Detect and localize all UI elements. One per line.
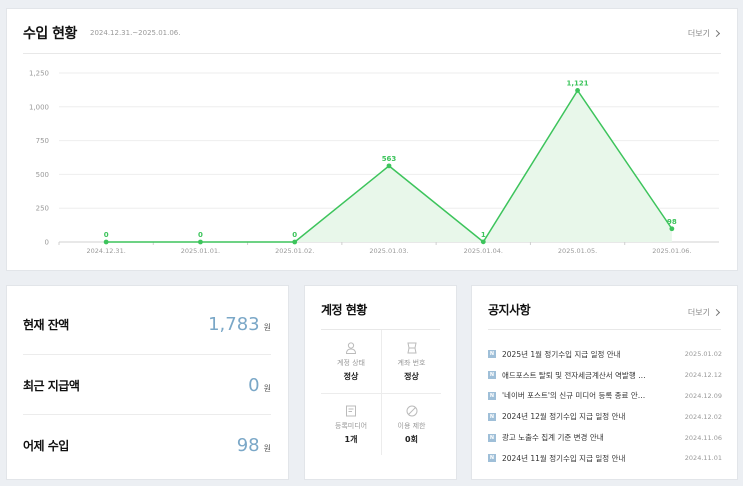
- data-point: [575, 88, 580, 93]
- balance-label: 현재 잔액: [23, 318, 69, 332]
- person-icon: [345, 342, 357, 354]
- data-point: [386, 163, 392, 169]
- data-point: [292, 239, 298, 245]
- card-icon: [406, 342, 417, 354]
- registered-media-value: 1개: [344, 434, 358, 444]
- notice-item-date: 2025.01.02: [684, 350, 722, 359]
- notice-more-link[interactable]: 더보기: [687, 307, 721, 318]
- notice-item-title[interactable]: 2025년 1월 정기수입 지급 일정 안내: [502, 349, 621, 359]
- new-badge-icon: N: [488, 454, 496, 463]
- notice-item-date: 2024.12.09: [684, 391, 722, 400]
- notice-list: N 2025년 1월 정기수입 지급 일정 안내 2025.01.02 N 애드…: [488, 344, 722, 469]
- new-badge-icon: N: [488, 391, 496, 400]
- account-status-value: 정상: [343, 371, 359, 381]
- notice-item-title[interactable]: 2024년 12월 정기수입 지급 일정 안내: [502, 412, 626, 422]
- x-tick-label: 2025.01.01.: [181, 247, 220, 255]
- account-grid: 계정 상태 정상 계좌 번호 정상 등록미디어 1개 이용: [321, 330, 441, 455]
- balance-unit: 원: [263, 323, 271, 332]
- account-number-cell[interactable]: 계좌 번호 정상: [381, 330, 441, 393]
- x-tick-label: 2025.01.02.: [275, 247, 314, 255]
- y-tick-label: 1,250: [29, 70, 49, 78]
- data-label: 1: [481, 231, 486, 239]
- income-card: 수입 현황 2024.12.31.~2025.01.06. 더보기 0 250 50…: [6, 8, 738, 271]
- usage-limit-cell[interactable]: 이용 제한 0회: [381, 392, 441, 455]
- balance-row-yesterday: 어제 수입 98 원: [23, 414, 271, 475]
- notice-item[interactable]: N 애드포스트 탈퇴 및 전자세금계산서 역발행 … 2024.12.12: [488, 365, 722, 386]
- data-point: [103, 239, 109, 245]
- income-period: 2024.12.31.~2025.01.06.: [90, 29, 181, 37]
- balance-row-current: 현재 잔액 1,783 원: [23, 294, 271, 355]
- new-badge-icon: N: [488, 433, 496, 442]
- account-card: 계정 현황 계정 상태 정상 계좌 번호 정상 등록미디어: [304, 285, 457, 480]
- y-tick-label: 0: [45, 239, 49, 247]
- income-more-link[interactable]: 더보기: [687, 28, 721, 39]
- data-label: 1,121: [566, 79, 588, 87]
- data-label: 0: [292, 231, 297, 239]
- data-point: [669, 226, 675, 232]
- notice-item[interactable]: N 광고 노출수 집계 기준 변경 안내 2024.11.06: [488, 427, 722, 448]
- new-badge-icon: N: [488, 371, 496, 380]
- notice-item-date: 2024.11.06: [684, 433, 722, 442]
- notice-item[interactable]: N 2024년 11월 정기수입 지급 일정 안내 2024.11.01: [488, 448, 722, 469]
- notice-item[interactable]: N '네이버 포스트'의 신규 미디어 등록 종료 안… 2024.12.09: [488, 386, 722, 407]
- notice-item-date: 2024.11.01: [684, 454, 722, 463]
- notice-item[interactable]: N 2025년 1월 정기수입 지급 일정 안내 2025.01.02: [488, 344, 722, 365]
- notice-more-label: 더보기: [687, 308, 710, 317]
- balance-card: 현재 잔액 1,783 원 최근 지급액 0 원 어제 수입 98 원: [6, 285, 289, 480]
- notice-item-date: 2024.12.02: [684, 412, 722, 421]
- data-label: 0: [104, 231, 109, 239]
- x-tick-label: 2025.01.03.: [369, 247, 408, 255]
- y-tick-label: 250: [36, 205, 49, 213]
- income-title: 수입 현황: [23, 26, 77, 42]
- chevron-right-icon: [712, 308, 721, 317]
- notice-title: 공지사항: [488, 303, 531, 317]
- x-tick-label: 2025.01.05.: [558, 247, 597, 255]
- balance-label: 어제 수입: [23, 438, 69, 453]
- usage-limit-value: 0회: [405, 434, 418, 444]
- notice-item-title[interactable]: 애드포스트 탈퇴 및 전자세금계산서 역발행 …: [502, 370, 646, 380]
- data-point: [480, 239, 486, 245]
- y-tick-label: 750: [36, 137, 49, 145]
- ban-icon: [406, 405, 417, 417]
- y-tick-label: 500: [36, 171, 49, 179]
- registered-media-label: 등록미디어: [334, 421, 368, 430]
- income-divider: [23, 53, 721, 54]
- notice-item-title[interactable]: '네이버 포스트'의 신규 미디어 등록 종료 안…: [502, 391, 646, 401]
- registered-media-cell[interactable]: 등록미디어 1개: [321, 392, 381, 456]
- balance-unit: 원: [263, 443, 271, 453]
- balance-label: 최근 지급액: [23, 378, 80, 393]
- balance-row-recent-payment: 최근 지급액 0 원: [23, 354, 271, 415]
- balance-value: 0: [248, 374, 260, 396]
- notice-item[interactable]: N 2024년 12월 정기수입 지급 일정 안내 2024.12.02: [488, 406, 722, 427]
- account-status-cell[interactable]: 계정 상태 정상: [321, 330, 381, 393]
- document-icon: [346, 405, 356, 417]
- account-number-label: 계좌 번호: [397, 358, 426, 367]
- account-status-label: 계정 상태: [337, 358, 365, 367]
- notice-item-title[interactable]: 광고 노출수 집계 기준 변경 안내: [502, 433, 604, 443]
- data-label: 98: [667, 218, 677, 226]
- usage-limit-label: 이용 제한: [397, 421, 426, 430]
- notice-item-title[interactable]: 2024년 11월 정기수입 지급 일정 안내: [502, 453, 626, 463]
- balance-value: 1,783: [208, 314, 260, 335]
- account-title: 계정 현황: [321, 303, 367, 317]
- x-tick-label: 2025.01.04.: [464, 247, 503, 255]
- data-label: 563: [382, 155, 397, 163]
- data-label: 0: [198, 231, 203, 239]
- balance-value: 98: [236, 434, 260, 456]
- notice-card: 공지사항 더보기 N 2025년 1월 정기수입 지급 일정 안내 2025.0…: [471, 285, 738, 480]
- account-divider: [321, 329, 440, 330]
- account-number-value: 정상: [404, 371, 419, 381]
- balance-unit: 원: [263, 383, 271, 393]
- new-badge-icon: N: [488, 412, 496, 421]
- notice-item-date: 2024.12.12: [684, 371, 722, 380]
- x-tick-label: 2025.01.06.: [652, 247, 691, 255]
- income-more-label: 더보기: [687, 29, 710, 38]
- notice-divider: [488, 329, 721, 330]
- x-tick-label: 2024.12.31.: [86, 247, 125, 255]
- data-point: [198, 239, 203, 245]
- y-tick-label: 1,000: [29, 103, 49, 111]
- new-badge-icon: N: [488, 350, 496, 359]
- income-chart: 0 250 500 750 1,000 1,250 2024.12.31. 2025.01.0…: [29, 70, 719, 255]
